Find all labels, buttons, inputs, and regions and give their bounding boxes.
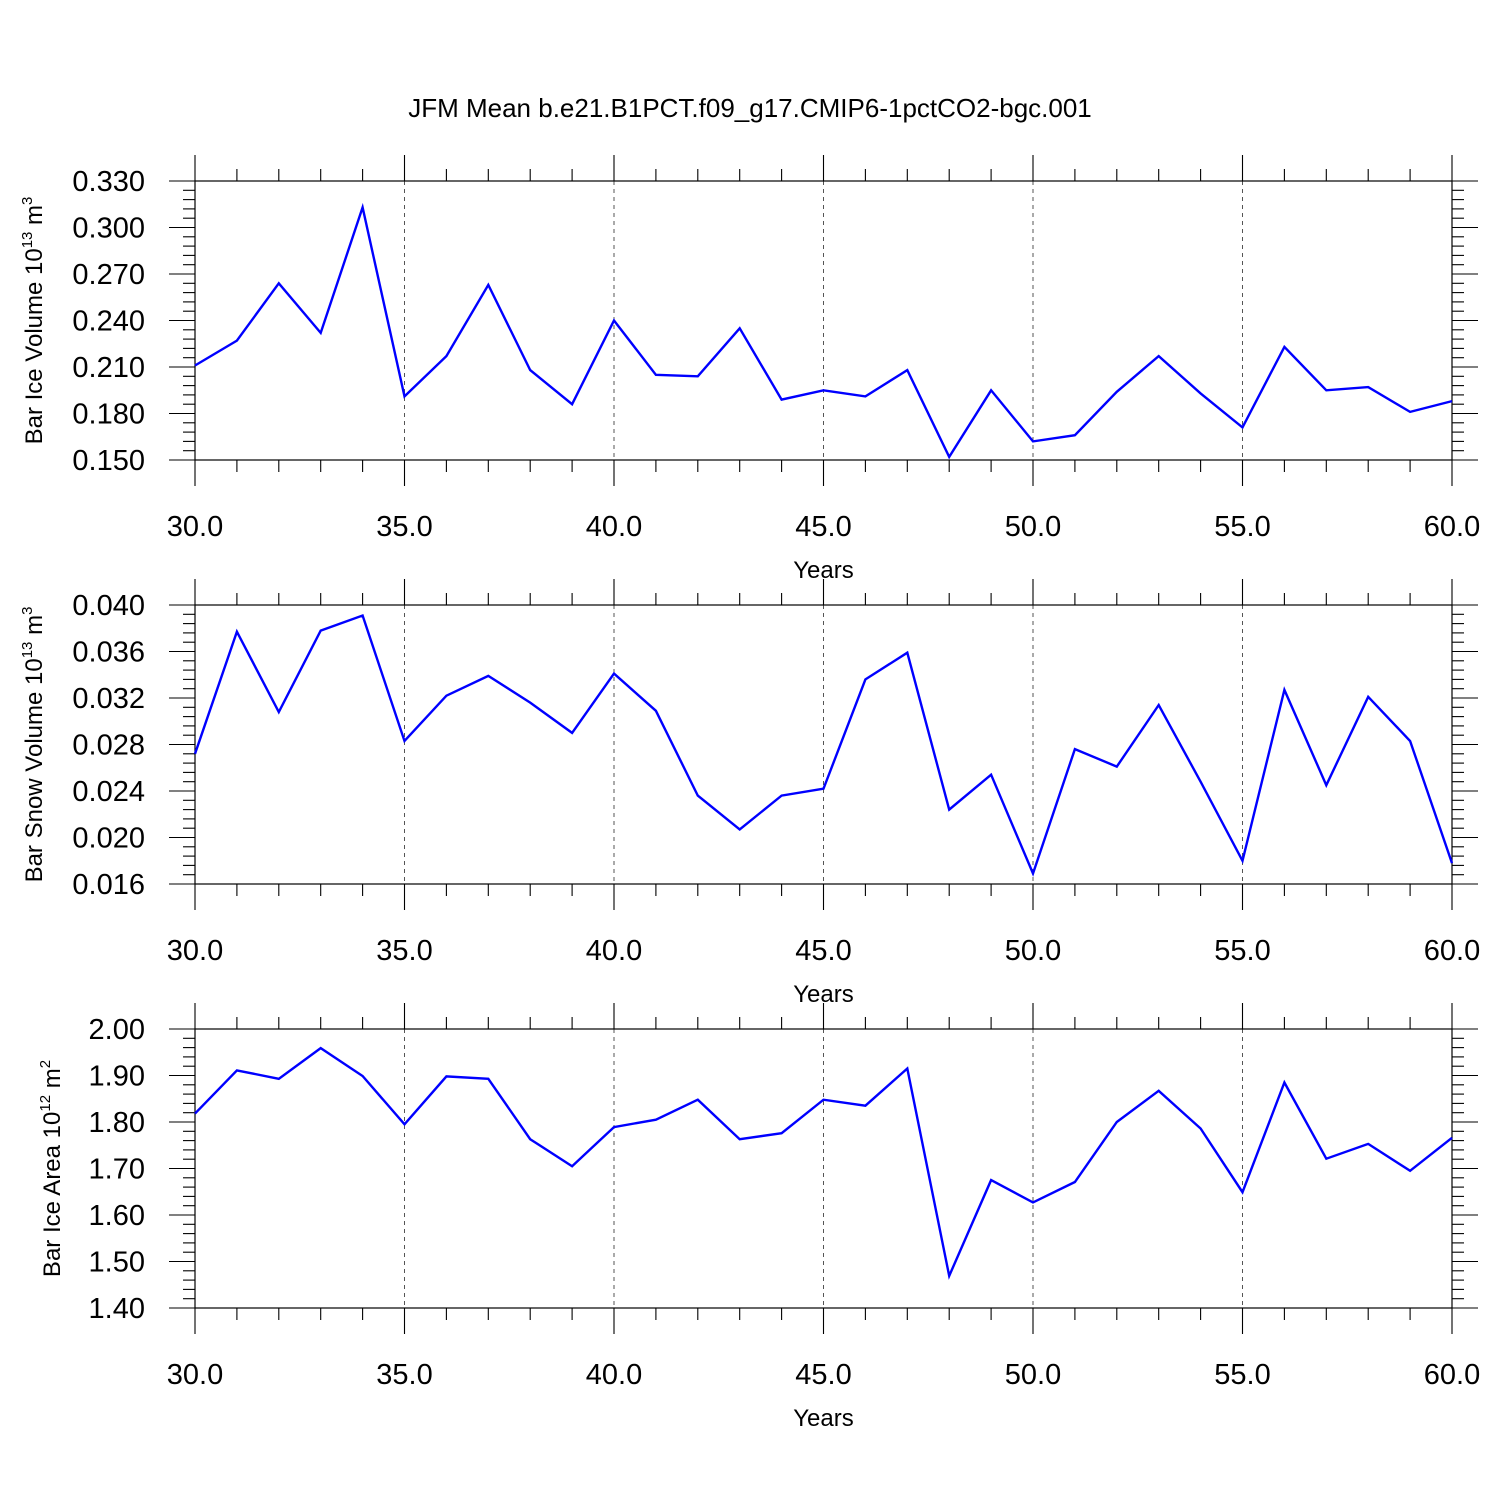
panel-1-y-axis-label-unit-exp: 3 [19,197,36,205]
panel-2-y-axis-label-unit: m [21,615,48,642]
panel-1-x-tick-label: 40.0 [586,511,642,543]
panel-2-series-line [193,613,1454,877]
panel-2: 30.0 35.0 40.0 45.0 50.0 55.0 60.0 0.016 0.020 0.… [19,579,1480,1008]
panel-2-y-tick-label: 0.032 [72,683,145,715]
panel-2-x-tick-label: 35.0 [376,935,432,967]
panel-3-x-tick-label: 55.0 [1214,1359,1270,1391]
panel-2-y-axis-label-exp: 13 [19,642,36,659]
panel-3-x-tick-label: 35.0 [376,1359,432,1391]
panel-2-x-tick-label: 55.0 [1214,935,1270,967]
panel-3-y-tick-label: 1.40 [89,1293,145,1325]
panel-1-series-line [194,202,1453,460]
panel-2-y-tick-label: 0.024 [72,776,145,808]
panel-1-x-tick-label: 45.0 [795,511,851,543]
panel-2-y-axis-label: Bar Snow Volume 1013 m3 [19,607,48,883]
panel-3-x-tick-label: 50.0 [1005,1359,1061,1391]
panel-1-y-axis-label-main: Bar Ice Volume 10 [21,248,48,444]
panel-1-y-axis-label-unit: m [21,205,48,232]
panel-1-y-tick-label: 0.300 [72,213,145,245]
panel-3-series-line [194,1046,1453,1280]
panel-1: 30.0 35.0 40.0 45.0 50.0 55.0 60.0 0.150 0.180 0.… [19,155,1480,584]
panel-3-x-tick-label: 60.0 [1424,1359,1480,1391]
panel-3-y-tick-label: 2.00 [89,1014,145,1046]
panel-3-y-axis-label-main: Bar Ice Area 10 [39,1112,66,1277]
panel-2-y-axis-label-main: Bar Snow Volume 10 [21,658,48,882]
panel-1-y-tick-label: 0.150 [72,445,145,477]
panel-1-y-tick-label: 0.270 [72,259,145,291]
panel-1-y-tick-label: 0.210 [72,352,145,384]
panel-3-x-tick-label: 30.0 [167,1359,223,1391]
panel-3-x-axis-label: Years [793,1405,854,1432]
panel-2-y-tick-label: 0.016 [72,869,145,901]
panel-2-x-tick-label: 30.0 [167,935,223,967]
panel-1-y-axis-label: Bar Ice Volume 1013 m3 [19,197,48,445]
panel-2-x-tick-label: 40.0 [586,935,642,967]
panel-3-y-tick-label: 1.60 [89,1200,145,1232]
panel-2-y-tick-label: 0.020 [72,823,145,855]
panel-3-x-tick-label: 45.0 [795,1359,851,1391]
panel-3-y-tick-label: 1.70 [89,1154,145,1186]
panel-1-y-tick-label: 0.180 [72,399,145,431]
panel-1-y-tick-label: 0.330 [72,166,145,198]
panel-2-y-tick-label: 0.040 [72,590,145,622]
panels: 30.0 35.0 40.0 45.0 50.0 55.0 60.0 0.150 0.180 0.… [19,155,1480,1432]
panel-1-y-axis-label-exp: 13 [19,232,36,249]
panel-1-x-tick-label: 30.0 [167,511,223,543]
panel-1-x-tick-label: 55.0 [1214,511,1270,543]
figure-title: JFM Mean b.e21.B1PCT.f09_g17.CMIP6-1pctC… [408,93,1092,123]
panel-1-x-tick-label: 60.0 [1424,511,1480,543]
panel-3-y-axis-label-unit-exp: 2 [37,1060,54,1068]
panel-3-y-tick-label: 1.50 [89,1247,145,1279]
panel-3-y-axis-label: Bar Ice Area 1012 m2 [37,1060,66,1277]
panel-2-x-tick-label: 60.0 [1424,935,1480,967]
panel-1-y-tick-label: 0.240 [72,306,145,338]
panel-2-y-tick-label: 0.036 [72,637,145,669]
panel-3-y-tick-label: 1.80 [89,1107,145,1139]
panel-3-x-tick-label: 40.0 [586,1359,642,1391]
panel-1-x-tick-label: 50.0 [1005,511,1061,543]
panel-2-x-tick-label: 50.0 [1005,935,1061,967]
panel-1-x-tick-label: 35.0 [376,511,432,543]
panel-3-y-tick-label: 1.90 [89,1061,145,1093]
panel-3: 30.0 35.0 40.0 45.0 50.0 55.0 60.0 1.40 1.50 1.60… [37,1003,1480,1432]
panel-3-y-axis-label-unit: m [39,1068,66,1095]
panel-2-y-tick-label: 0.028 [72,730,145,762]
panel-2-y-axis-label-unit-exp: 3 [19,607,36,615]
panel-2-x-tick-label: 45.0 [795,935,851,967]
panel-3-y-axis-label-exp: 12 [37,1095,54,1112]
